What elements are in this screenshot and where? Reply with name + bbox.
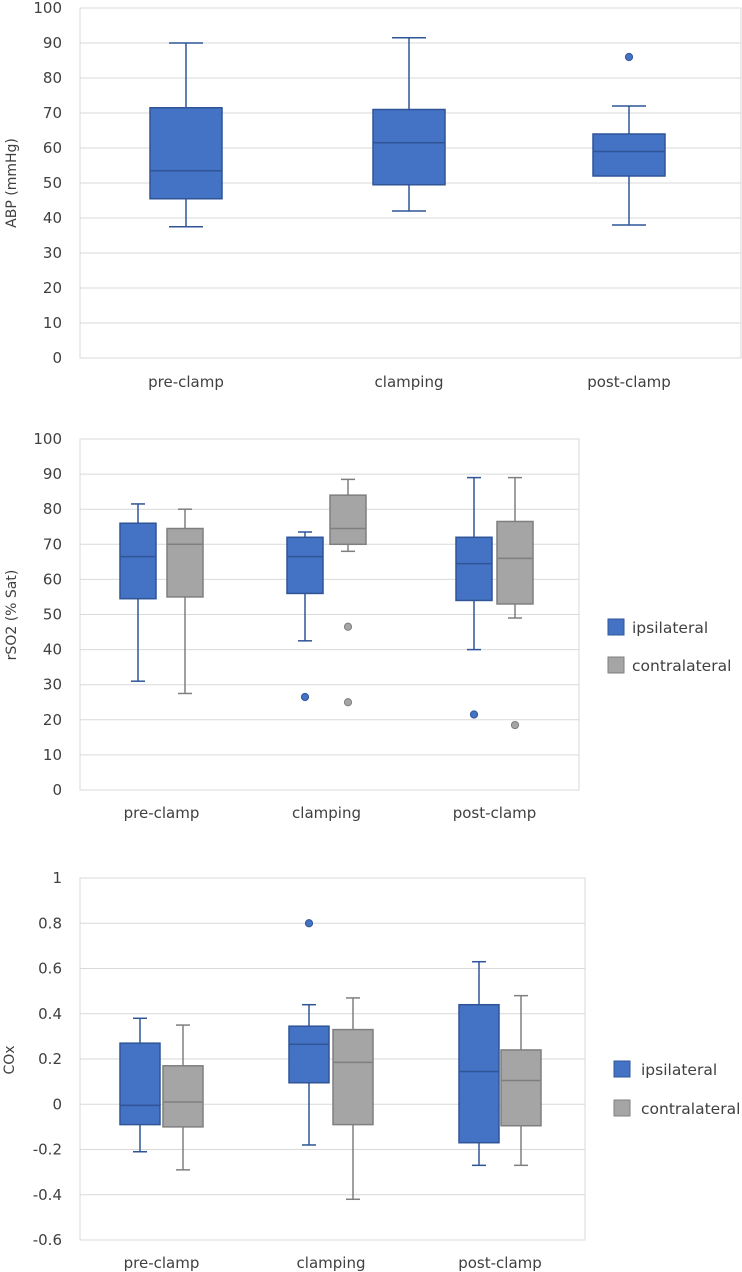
box-iqr — [372, 108, 446, 186]
box-iqr — [149, 107, 223, 200]
box-abp-pre-clamp — [149, 42, 223, 228]
box-iqr — [496, 520, 534, 605]
box-contralateral-pre-clamp — [162, 1024, 204, 1171]
box-contralateral-post-clamp — [500, 994, 542, 1167]
box-iqr — [592, 133, 666, 177]
y-tick-label: 0.6 — [38, 960, 62, 978]
y-tick-label: 100 — [33, 0, 62, 17]
box-iqr — [288, 1025, 330, 1084]
x-category-label: pre-clamp — [124, 804, 200, 822]
box-ipsilateral-clamping — [286, 531, 324, 702]
box-ipsilateral-pre-clamp — [119, 503, 157, 682]
y-tick-label: 80 — [43, 500, 62, 518]
x-category-label: pre-clamp — [148, 373, 224, 391]
box-abp-post-clamp — [592, 52, 666, 226]
chart-panel-3: -0.6 -0.4 -0.2 0 0.2 0.4 0.6 0.8 1 COx pre-clamp cl… — [2, 869, 740, 1272]
box-iqr — [458, 1003, 500, 1144]
box-iqr — [329, 494, 367, 546]
box-abp-clamping — [372, 37, 446, 212]
legend: ipsilateral contralateral — [607, 618, 731, 675]
box-ipsilateral-post-clamp — [458, 960, 500, 1167]
box-iqr — [286, 536, 324, 595]
box-ipsilateral-clamping — [288, 919, 330, 1146]
x-category-label: post-clamp — [458, 1254, 542, 1272]
y-tick-label: 60 — [43, 570, 62, 588]
outlier-point — [304, 919, 314, 928]
y-tick-label: 20 — [43, 711, 62, 729]
chart-panel-1: 0 10 20 30 40 50 60 70 80 90 100 ABP (mmHg) pre-clam… — [4, 0, 742, 391]
box-iqr — [500, 1049, 542, 1127]
x-category-label: clamping — [297, 1254, 366, 1272]
y-tick-label: 40 — [43, 641, 62, 659]
box-iqr — [119, 522, 157, 600]
y-tick-label: 0.2 — [38, 1050, 62, 1068]
y-tick-label: 50 — [43, 174, 62, 192]
chart-panel-2: 0 10 20 30 40 50 60 70 80 90 100 rSO2 (% Sat) pre-cl… — [4, 430, 731, 822]
outlier-point — [300, 692, 310, 702]
y-tick-label: 70 — [43, 104, 62, 122]
box-contralateral-pre-clamp — [166, 508, 204, 695]
x-category-label: post-clamp — [587, 373, 671, 391]
legend-label-contralateral: contralateral — [632, 657, 731, 675]
box-iqr — [332, 1028, 374, 1126]
box-contralateral-clamping — [332, 997, 374, 1201]
legend-swatch-ipsilateral — [607, 618, 625, 636]
outlier-point — [343, 622, 353, 631]
legend-swatch-contralateral — [607, 656, 625, 674]
y-tick-label: 70 — [43, 535, 62, 553]
legend: ipsilateral contralateral — [613, 1060, 740, 1118]
box-contralateral-post-clamp — [496, 476, 534, 730]
legend-swatch-contralateral — [613, 1099, 631, 1117]
y-axis-title: COx — [2, 1045, 18, 1074]
outlier-point — [510, 720, 520, 730]
y-tick-label: 1 — [52, 869, 62, 887]
outlier-point — [469, 710, 479, 719]
y-tick-label: 0.4 — [38, 1005, 62, 1023]
plot-area — [79, 7, 742, 359]
y-tick-label: 30 — [43, 676, 62, 694]
x-category-label: clamping — [375, 373, 444, 391]
y-axis-title: ABP (mmHg) — [4, 138, 20, 228]
y-tick-label: 80 — [43, 69, 62, 87]
y-tick-label: 40 — [43, 209, 62, 227]
y-tick-label: 50 — [43, 606, 62, 624]
y-tick-label: 100 — [33, 430, 62, 448]
y-tick-label: -0.6 — [33, 1231, 62, 1249]
y-tick-label: 0 — [52, 1095, 62, 1113]
box-iqr — [166, 527, 204, 598]
y-tick-label: 20 — [43, 279, 62, 297]
y-tick-label: 90 — [43, 465, 62, 483]
plot-area — [79, 877, 586, 1241]
y-tick-label: 0 — [52, 349, 62, 367]
y-tick-label: 10 — [43, 314, 62, 332]
y-tick-label: 0 — [52, 781, 62, 799]
legend-label-contralateral: contralateral — [641, 1100, 740, 1118]
legend-label-ipsilateral: ipsilateral — [641, 1061, 717, 1079]
y-axis-title: rSO2 (% Sat) — [4, 570, 20, 661]
box-iqr — [119, 1042, 161, 1126]
box-iqr — [162, 1065, 204, 1128]
x-category-label: post-clamp — [453, 804, 537, 822]
box-ipsilateral-post-clamp — [455, 476, 493, 719]
x-category-label: pre-clamp — [124, 1254, 200, 1272]
box-iqr — [455, 536, 493, 602]
legend-label-ipsilateral: ipsilateral — [632, 619, 708, 637]
outlier-point — [343, 698, 353, 707]
legend-swatch-ipsilateral — [613, 1060, 631, 1078]
y-tick-label: 90 — [43, 34, 62, 52]
plot-area — [79, 438, 580, 791]
y-tick-label: -0.4 — [33, 1186, 62, 1204]
x-category-label: clamping — [292, 804, 361, 822]
y-tick-label: -0.2 — [33, 1141, 62, 1159]
y-tick-label: 0.8 — [38, 914, 62, 932]
y-tick-label: 60 — [43, 139, 62, 157]
y-tick-label: 10 — [43, 746, 62, 764]
box-ipsilateral-pre-clamp — [119, 1017, 161, 1153]
box-contralateral-clamping — [329, 478, 367, 707]
y-tick-label: 30 — [43, 244, 62, 262]
outlier-point — [624, 52, 634, 62]
